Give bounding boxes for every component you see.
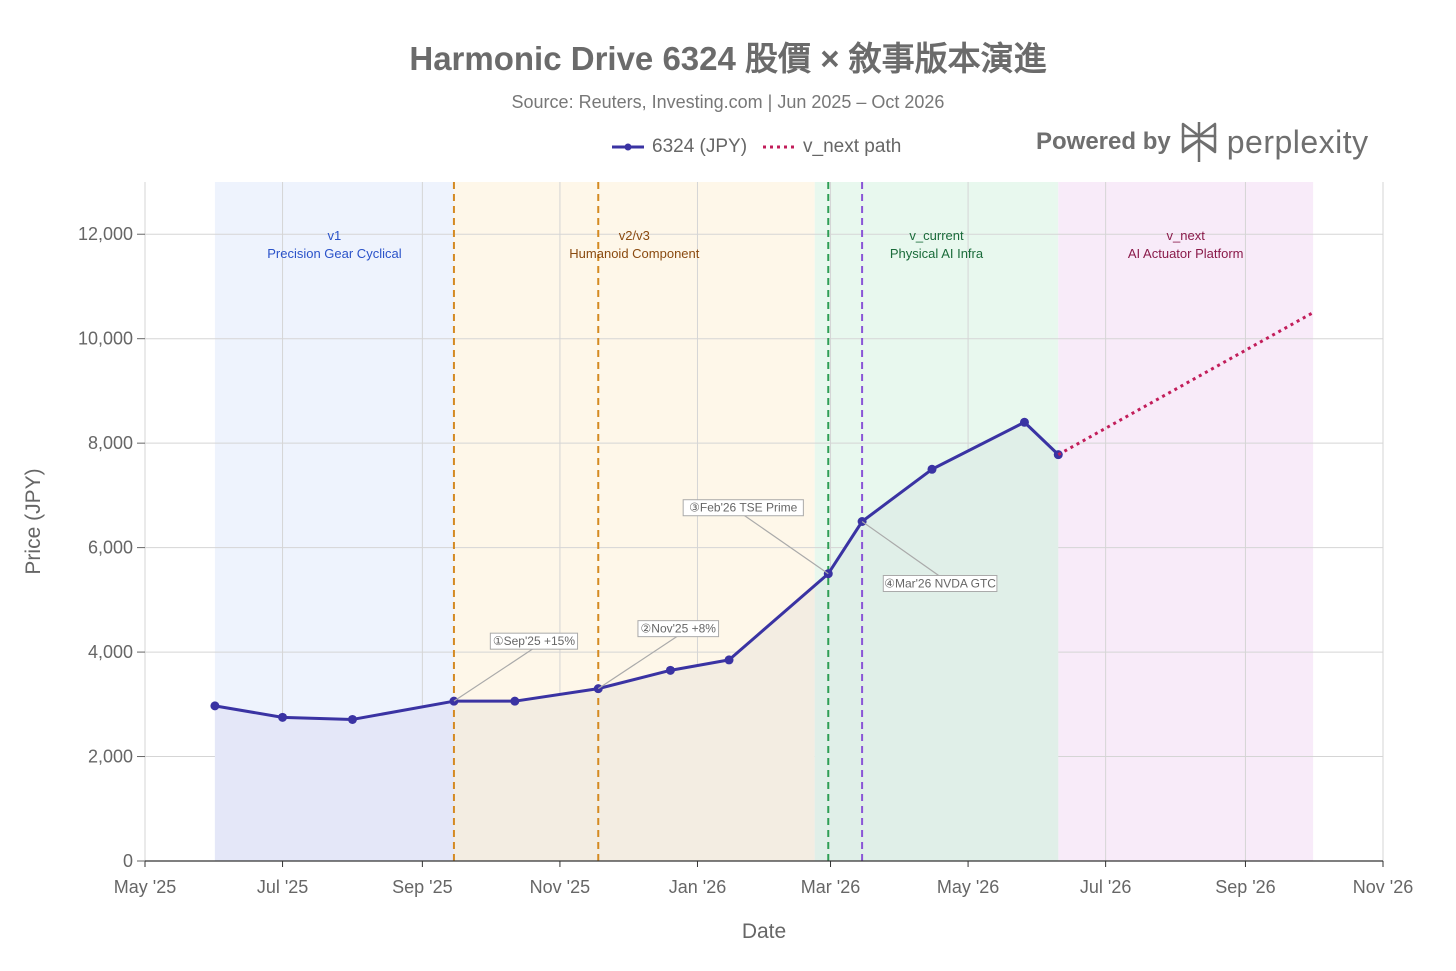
annotation-label: ②Nov'25 +8%	[641, 622, 717, 636]
region-version-label: v2/v3	[619, 228, 650, 243]
data-point[interactable]	[724, 655, 734, 665]
data-point[interactable]	[1019, 417, 1029, 427]
perplexity-branding[interactable]: Powered by perplexity	[1036, 120, 1369, 164]
region-version-label: v_next	[1167, 228, 1206, 243]
x-tick-label: Mar '26	[801, 877, 860, 897]
region-narrative-label: Physical AI Infra	[890, 246, 984, 261]
legend-label-price: 6324 (JPY)	[652, 136, 748, 157]
data-point[interactable]	[927, 464, 937, 474]
x-tick-label: Jul '25	[257, 877, 308, 897]
x-tick-label: Jan '26	[669, 877, 726, 897]
x-tick-label: Sep '25	[392, 877, 453, 897]
area-fill-1	[453, 585, 815, 861]
x-tick-label: May '26	[937, 877, 999, 897]
y-tick-label: 2,000	[88, 747, 133, 767]
data-point[interactable]	[347, 714, 357, 724]
x-tick-label: Nov '26	[1353, 877, 1413, 897]
data-point[interactable]	[510, 696, 520, 706]
legend-item-vnext[interactable]: v_next path	[761, 136, 901, 158]
annotation-arrow	[861, 521, 941, 577]
annotation-box	[637, 620, 720, 638]
region-narrative-label: Precision Gear Cyclical	[267, 246, 401, 261]
x-tick-label: Jul '26	[1080, 877, 1131, 897]
legend-line-dotted-icon	[763, 145, 796, 149]
annotation-label: ③Feb'26 TSE Prime	[689, 501, 798, 515]
chart-title: Harmonic Drive 6324 股價 × 敘事版本演進	[409, 40, 1047, 77]
data-point[interactable]	[210, 701, 220, 711]
annotation-label: ①Sep'25 +15%	[493, 634, 575, 648]
region-narrative-label: Humanoid Component	[569, 246, 699, 261]
x-axis-title: Date	[742, 920, 786, 943]
perplexity-logo-icon	[1181, 122, 1216, 162]
y-tick-label: 12,000	[78, 224, 133, 244]
x-tick-label: Nov '25	[530, 877, 590, 897]
region-narrative-label: AI Actuator Platform	[1128, 246, 1244, 261]
area-fill-2	[814, 422, 1059, 861]
y-axis-title: Price (JPY)	[22, 468, 45, 574]
y-tick-label: 4,000	[88, 642, 133, 662]
data-point[interactable]	[665, 665, 675, 675]
annotation-arrow	[597, 635, 679, 690]
annotation-box	[882, 575, 998, 592]
x-tick-label: May '25	[114, 877, 176, 897]
y-tick-label: 10,000	[78, 329, 133, 349]
region-version-label: v_current	[909, 228, 964, 243]
y-tick-label: 6,000	[88, 538, 133, 558]
annotation-arrow	[453, 647, 535, 702]
data-point[interactable]	[278, 712, 288, 722]
y-tick-label: 8,000	[88, 433, 133, 453]
legend-label-vnext: v_next path	[803, 136, 902, 157]
annotation-box	[682, 499, 804, 517]
y-tick-label: 0	[123, 851, 133, 871]
x-tick-label: Sep '26	[1215, 877, 1276, 897]
region-band-3	[1058, 182, 1314, 861]
annotation-label: ④Mar'26 NVDA GTC	[884, 577, 996, 591]
chart-subtitle: Source: Reuters, Investing.com | Jun 202…	[511, 92, 945, 112]
region-version-label: v1	[328, 228, 342, 243]
area-fill-0	[214, 701, 454, 861]
legend-line-solid-icon	[612, 143, 644, 151]
perplexity-wordmark: perplexity	[1226, 123, 1369, 160]
annotation-arrow	[742, 514, 829, 575]
powered-by-label: Powered by	[1036, 128, 1171, 155]
annotation-box	[489, 632, 579, 650]
legend-item-price[interactable]: 6324 (JPY)	[610, 136, 747, 158]
chart-legend: 6324 (JPY) v_next path	[610, 136, 915, 158]
